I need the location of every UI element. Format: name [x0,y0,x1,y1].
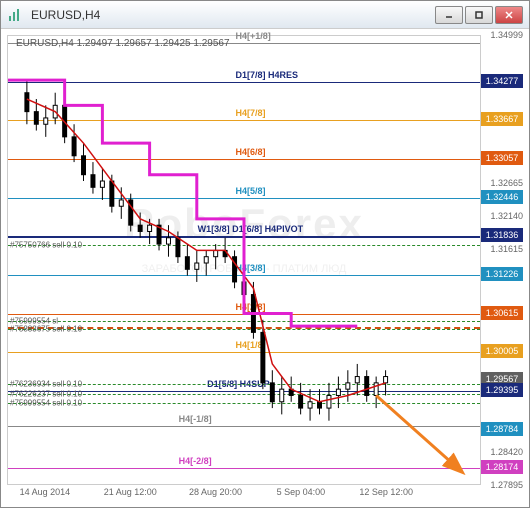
price-box: 1.30005 [481,344,523,358]
y-tick: 1.34999 [490,30,523,40]
price-box: 1.31836 [481,228,523,242]
price-box: 1.33667 [481,112,523,126]
x-tick: 5 Sep 04:00 [277,487,326,497]
y-tick: 1.32140 [490,211,523,221]
y-tick: 1.27895 [490,480,523,490]
x-axis: 14 Aug 2014 21 Aug 12:00 28 Aug 20:00 5 Sep… [7,487,481,503]
x-tick: 14 Aug 2014 [20,487,71,497]
price-box: 1.29395 [481,383,523,397]
titlebar[interactable]: EURUSD,H4 [1,1,529,29]
chart-window: EURUSD,H4 RoboForex ЗАРАБОТОК РОБОТОВ - … [0,0,530,508]
price-box: 1.33057 [481,151,523,165]
price-box: 1.34277 [481,74,523,88]
window-title: EURUSD,H4 [27,8,435,22]
x-tick: 12 Sep 12:00 [359,487,413,497]
x-tick: 28 Aug 20:00 [189,487,242,497]
chart-icon [7,7,23,23]
price-box: 1.31226 [481,267,523,281]
y-tick: 1.31615 [490,244,523,254]
candles-layer [8,36,480,484]
chart-area[interactable]: RoboForex ЗАРАБОТОК РОБОТОВ - ПЛАТИМ ЛЮД… [7,35,481,485]
minimize-button[interactable] [435,6,463,24]
price-box: 1.30615 [481,306,523,320]
window-buttons [435,6,523,24]
ohlc-values: 1.29497 1.29657 1.29425 1.29567 [77,38,230,49]
price-box: 1.28174 [481,460,523,474]
price-box: 1.32446 [481,190,523,204]
y-tick: 1.28420 [490,447,523,457]
ohlc-header: EURUSD,H4 1.29497 1.29657 1.29425 1.2956… [16,38,230,49]
symbol-label: EURUSD,H4 [16,38,74,49]
maximize-button[interactable] [465,6,493,24]
minimize-icon [444,10,454,20]
price-box: 1.28784 [481,422,523,436]
y-axis: 1.349991.342771.336671.330571.326651.324… [481,35,523,485]
close-icon [504,10,514,20]
x-tick: 21 Aug 12:00 [104,487,157,497]
close-button[interactable] [495,6,523,24]
y-tick: 1.32665 [490,178,523,188]
maximize-icon [474,10,484,20]
